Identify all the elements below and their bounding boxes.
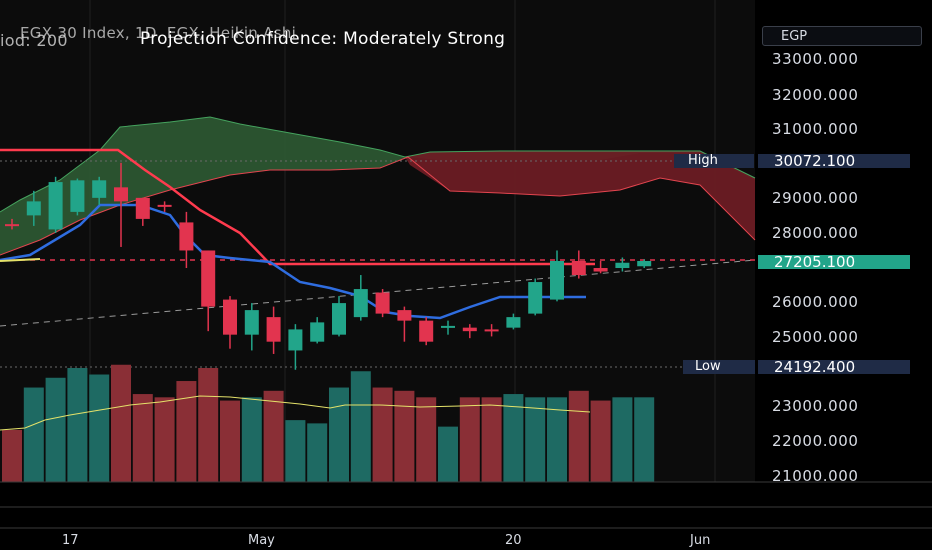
candle-body	[223, 299, 237, 335]
time-tick: 17	[62, 533, 79, 548]
candle-body	[571, 261, 586, 276]
volume-bar	[263, 390, 284, 482]
volume-bar	[459, 397, 480, 482]
candle-body	[332, 303, 346, 335]
ichimoku-cloud	[0, 116, 756, 256]
candle-body	[114, 187, 128, 202]
price-tick: 21000.000	[772, 467, 859, 485]
price-tick: 23000.000	[772, 397, 859, 415]
candle-body	[135, 197, 150, 219]
tenkan-line	[0, 203, 586, 320]
volume-bar	[220, 400, 240, 482]
high-label-tag: High	[674, 154, 754, 168]
volume-bar	[525, 397, 546, 482]
volume-bar	[438, 426, 458, 482]
candle-body	[5, 224, 19, 227]
volume-bar	[45, 377, 66, 482]
candle-body	[179, 222, 194, 251]
low-label-tag: Low	[683, 360, 755, 374]
senkou-a-line	[0, 116, 756, 213]
volume-bar	[23, 387, 44, 482]
price-tick: 28000.000	[772, 224, 859, 242]
candle-body	[157, 204, 172, 207]
indicator-period: iod: 200	[0, 31, 68, 50]
cloud-red-region	[405, 151, 755, 240]
volume-bar	[198, 368, 219, 482]
senkou-b-line	[0, 156, 756, 256]
candle-body	[462, 327, 477, 332]
volume-bar	[2, 429, 22, 482]
yellow-stub	[0, 258, 41, 262]
candle-body	[593, 268, 608, 272]
volume-bar	[547, 397, 567, 482]
price-tick: 26000.000	[772, 293, 859, 311]
projection-confidence: Projection Confidence: Moderately Strong	[140, 29, 506, 49]
candle-body	[26, 201, 41, 216]
candle-body	[310, 322, 325, 342]
candle-body	[48, 182, 63, 230]
price-tick: 31000.000	[772, 120, 859, 138]
price-tick: 33000.000	[772, 50, 859, 68]
candle-body	[353, 289, 368, 318]
volume-bar	[329, 387, 349, 482]
candle-body	[550, 261, 564, 300]
volume-bar	[394, 390, 415, 482]
low-value-tag: 24192.400	[758, 360, 910, 375]
candle-body	[615, 262, 630, 269]
volume-bar	[132, 394, 153, 482]
volume-bar	[372, 387, 393, 482]
volume-bar	[503, 394, 524, 482]
currency-badge[interactable]: EGP	[762, 26, 922, 46]
kijun-line	[0, 148, 595, 266]
volume-bar	[307, 423, 328, 482]
price-tick: 29000.000	[772, 189, 859, 207]
volume-bar	[568, 390, 589, 482]
time-tick: May	[248, 533, 275, 548]
candle-body	[441, 325, 455, 328]
candle-body	[92, 180, 107, 198]
volume-bar	[350, 371, 371, 482]
chart-title: EGX 30 Index, 1D, EGX, Heikin Ashi	[20, 24, 297, 42]
time-tick: 20	[505, 533, 522, 548]
candle-body	[244, 310, 259, 335]
volume-bar	[612, 397, 633, 482]
candle-body	[375, 292, 390, 314]
candle-body	[506, 317, 521, 328]
price-tick: 32000.000	[772, 86, 859, 104]
last-price-tag: 27205.100	[758, 255, 910, 270]
volume-bar	[176, 381, 197, 482]
volume-bar	[154, 397, 175, 482]
price-tick: 25000.000	[772, 328, 859, 346]
volume-ma-line	[0, 395, 591, 431]
volume-bar	[634, 397, 655, 482]
volume-bar	[111, 364, 131, 482]
candle-body	[201, 250, 216, 307]
volume-bar	[89, 374, 110, 482]
candle-body	[70, 180, 85, 212]
candle-body	[288, 329, 303, 351]
candle-body	[637, 261, 652, 267]
high-value-tag: 30072.100	[758, 154, 910, 169]
volume-bar	[590, 400, 611, 482]
candle-body	[484, 329, 499, 332]
volume-bar	[481, 397, 502, 482]
candles	[5, 162, 652, 370]
volume-bar	[67, 368, 88, 482]
time-tick: Jun	[690, 533, 711, 548]
volume-bar	[285, 420, 306, 482]
volume-bar	[416, 397, 437, 482]
candle-body	[266, 317, 281, 342]
volume-bar	[241, 397, 262, 482]
candle-body	[397, 310, 412, 321]
price-tick: 22000.000	[772, 432, 859, 450]
volume-bars	[2, 364, 655, 482]
candle-body	[419, 320, 434, 342]
candle-body	[528, 282, 543, 314]
